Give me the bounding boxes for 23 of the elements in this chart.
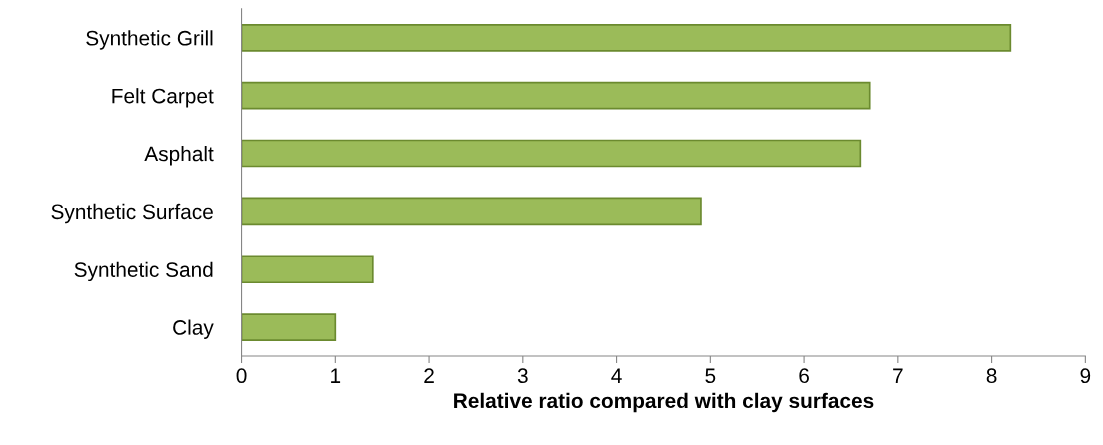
y-tick-label: Asphalt <box>144 145 214 166</box>
y-tick-label: Synthetic Grill <box>86 30 213 50</box>
y-tick-label: Synthetic Surface <box>51 203 213 224</box>
x-tick-label: 4 <box>611 368 622 383</box>
x-tick-label: 2 <box>424 368 434 383</box>
x-tick-label: 7 <box>893 368 903 383</box>
x-tick-label: 6 <box>799 368 809 384</box>
bar <box>241 313 337 341</box>
x-tick-label: 1 <box>331 368 341 383</box>
y-tick-label: Synthetic Sand <box>74 261 213 282</box>
x-tick-label: 3 <box>517 368 528 384</box>
bar <box>241 23 1012 52</box>
bar <box>241 255 374 284</box>
bar <box>241 81 871 110</box>
x-tick-label: 5 <box>705 368 716 384</box>
bar <box>241 139 862 168</box>
y-tick-label: Clay <box>173 319 214 339</box>
y-tick-label: Felt Carpet <box>112 88 214 108</box>
bar <box>241 197 702 226</box>
x-tick-label: 0 <box>236 368 247 384</box>
x-tick-label: 9 <box>1080 368 1091 384</box>
x-axis-title: Relative ratio compared with clay surfaces <box>454 392 874 413</box>
x-tick-label: 8 <box>986 368 997 384</box>
